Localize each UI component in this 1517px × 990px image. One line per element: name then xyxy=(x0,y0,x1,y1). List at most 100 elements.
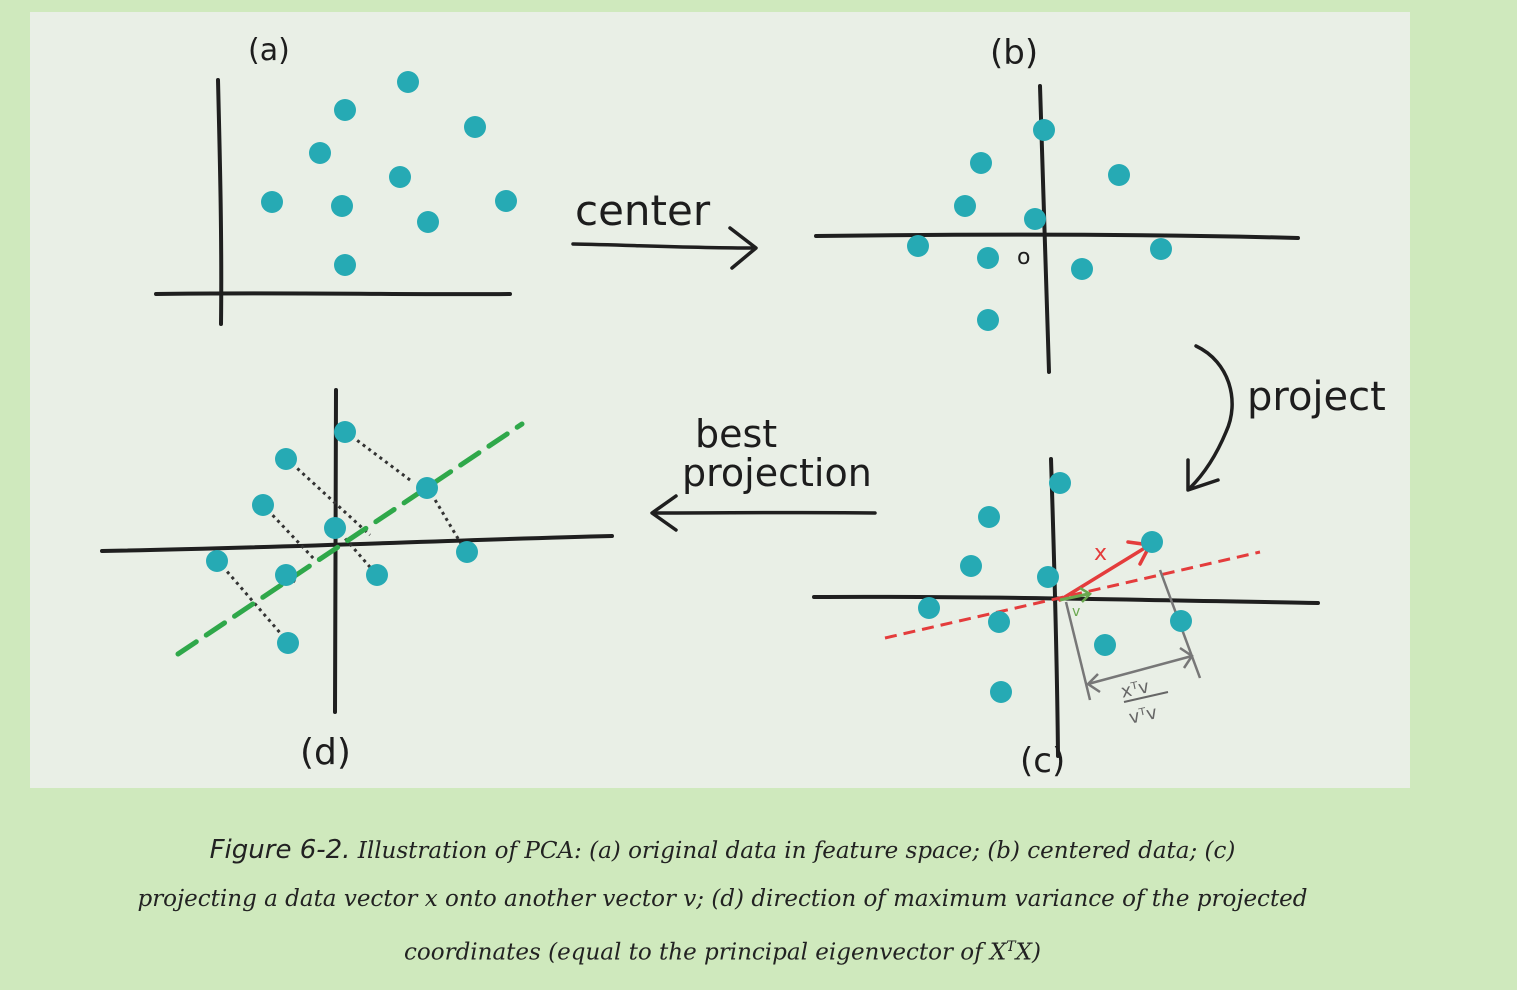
panel-b-x-axis xyxy=(814,232,1300,240)
projection-drops xyxy=(216,430,468,643)
data-point xyxy=(907,235,929,257)
figure-caption: Figure 6-2. Illustration of PCA: (a) ori… xyxy=(20,826,1425,977)
data-point xyxy=(456,541,478,563)
panel-c-label: (c) xyxy=(1020,741,1065,781)
figure-label: Figure 6-2. xyxy=(209,835,351,865)
measure-head-left xyxy=(1086,673,1101,694)
data-point xyxy=(1094,634,1116,656)
measure-bar xyxy=(1087,654,1193,686)
data-point xyxy=(366,564,388,586)
projection-drop xyxy=(285,457,372,537)
data-point xyxy=(990,681,1012,703)
project-arrow-shaft xyxy=(1188,344,1234,490)
data-point xyxy=(977,247,999,269)
data-point xyxy=(275,448,297,470)
caption-line-3: coordinates (equal to the principal eige… xyxy=(20,923,1425,977)
data-point xyxy=(988,611,1010,633)
data-point xyxy=(1033,119,1055,141)
data-point xyxy=(389,166,411,188)
panel-a-y-axis xyxy=(216,78,224,326)
project-label: project xyxy=(1247,374,1386,420)
projection-drop xyxy=(426,487,468,553)
panel-a-x-axis xyxy=(154,291,512,297)
data-point xyxy=(918,597,940,619)
formula-denominator: vᵀv xyxy=(1127,702,1159,728)
projection-drop xyxy=(334,527,378,575)
data-point xyxy=(1150,238,1172,260)
data-point xyxy=(277,632,299,654)
projection-label: projection xyxy=(682,451,872,495)
v-vector-label: v xyxy=(1072,604,1080,620)
caption-line-2: projecting a data vector x onto another … xyxy=(137,886,1308,912)
formula-bar xyxy=(1123,691,1169,703)
data-point xyxy=(324,517,346,539)
data-point xyxy=(334,99,356,121)
panel-d-points xyxy=(206,421,478,654)
data-point xyxy=(397,71,419,93)
data-point xyxy=(334,254,356,276)
caption-text-3-end: X) xyxy=(1015,939,1041,966)
panel-c-y-axis xyxy=(1049,457,1060,758)
data-point xyxy=(978,506,1000,528)
panel-d-label: (d) xyxy=(300,732,351,773)
project-arrow: project xyxy=(1186,344,1386,492)
best-label: best xyxy=(695,412,777,456)
data-point xyxy=(417,211,439,233)
center-arrow: center xyxy=(571,186,758,270)
data-point xyxy=(960,555,982,577)
data-point xyxy=(1170,610,1192,632)
data-point xyxy=(252,494,274,516)
best-projection-arrow-head xyxy=(650,494,678,532)
data-point xyxy=(977,309,999,331)
data-point xyxy=(261,191,283,213)
panel-a: (a) xyxy=(154,33,517,326)
principal-direction-line xyxy=(175,421,525,657)
data-point xyxy=(954,195,976,217)
x-vector-label: x xyxy=(1094,541,1107,566)
data-point xyxy=(331,195,353,217)
x-vector xyxy=(1058,544,1150,602)
v-vector-head xyxy=(1079,586,1093,603)
measure-left-tick xyxy=(1064,601,1092,701)
best-projection-arrow: best projection xyxy=(650,412,877,532)
data-point xyxy=(464,116,486,138)
caption-superscript: T xyxy=(1006,939,1016,955)
center-arrow-head xyxy=(728,226,758,270)
panel-d: (d) xyxy=(100,388,614,773)
data-point xyxy=(495,190,517,212)
panel-c: xᵀv vᵀv x v (c) xyxy=(812,457,1320,781)
data-point xyxy=(1071,258,1093,280)
data-point xyxy=(1024,208,1046,230)
panel-b: (b) o xyxy=(814,33,1300,374)
panel-a-label: (a) xyxy=(248,33,290,68)
panel-a-points xyxy=(261,71,517,276)
data-point xyxy=(1141,531,1163,553)
figure-panel: (a) center (b) o xyxy=(30,12,1410,788)
data-point xyxy=(275,564,297,586)
data-point xyxy=(1037,566,1059,588)
panel-d-x-axis xyxy=(100,534,614,553)
data-point xyxy=(1108,164,1130,186)
caption-line-1: Figure 6-2. Illustration of PCA: (a) ori… xyxy=(20,826,1425,875)
data-point xyxy=(309,142,331,164)
data-point xyxy=(1049,472,1071,494)
data-point xyxy=(334,421,356,443)
origin-label: o xyxy=(1017,245,1030,270)
projection-drop xyxy=(345,430,411,482)
pca-illustration: (a) center (b) o xyxy=(100,33,1386,781)
caption-text-3: coordinates (equal to the principal eige… xyxy=(404,939,1007,966)
measure-head-right xyxy=(1179,646,1194,669)
v-vector xyxy=(1059,592,1089,602)
data-point xyxy=(206,550,228,572)
project-arrow-head xyxy=(1186,458,1220,492)
caption-text-1: Illustration of PCA: (a) original data i… xyxy=(357,838,1236,864)
panel-b-label: (b) xyxy=(990,33,1038,73)
panel-b-points xyxy=(907,119,1172,331)
panel-c-points xyxy=(918,472,1192,703)
center-label: center xyxy=(575,186,711,235)
projection-drop xyxy=(261,503,317,562)
center-arrow-shaft xyxy=(571,242,756,250)
data-point xyxy=(416,477,438,499)
data-point xyxy=(970,152,992,174)
v-direction-line xyxy=(884,550,1261,640)
